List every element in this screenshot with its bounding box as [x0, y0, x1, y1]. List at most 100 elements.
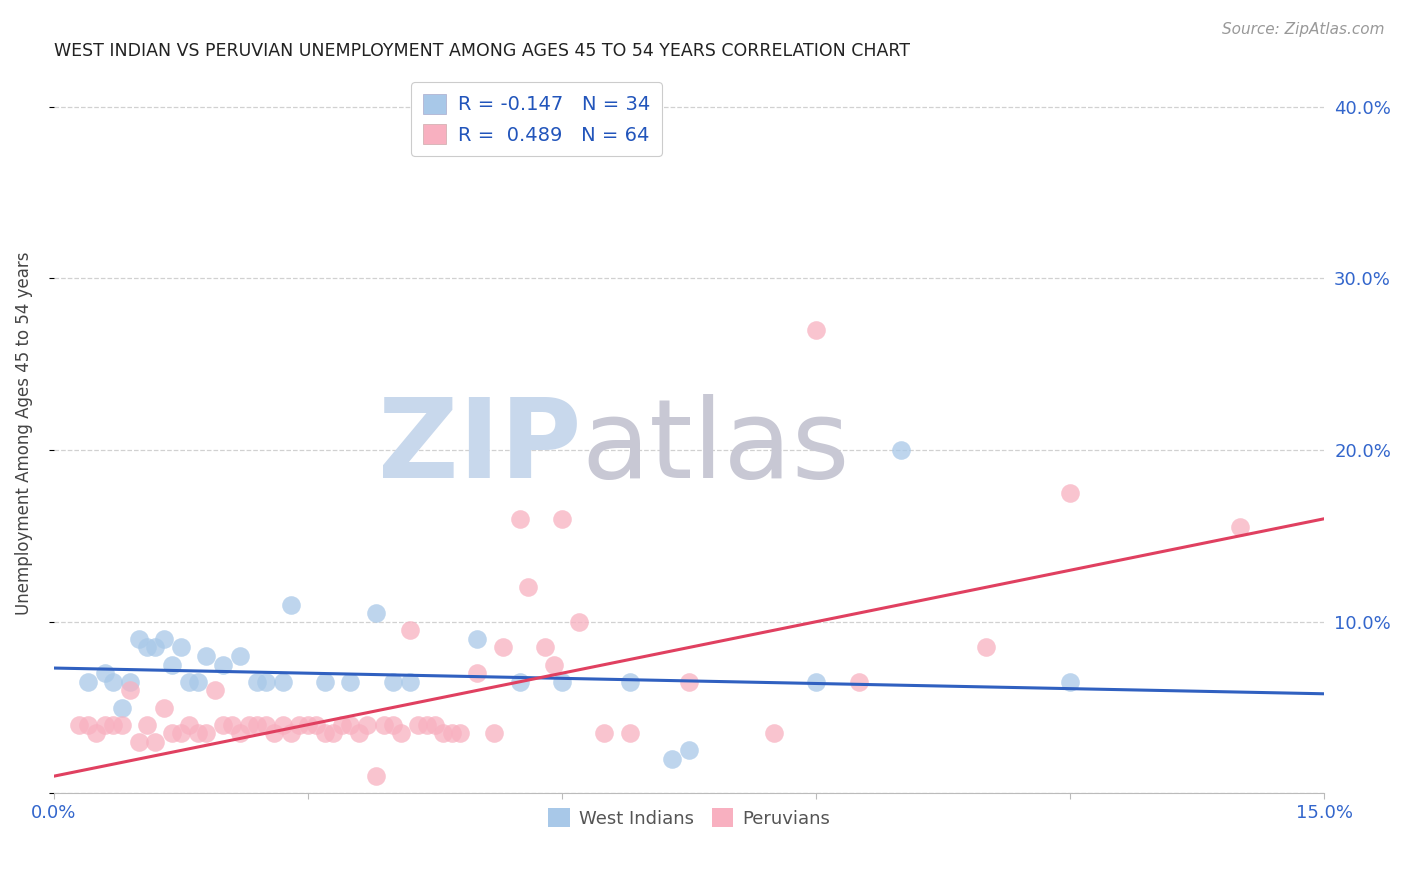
Point — [762, 726, 785, 740]
Point — [162, 726, 184, 740]
Point — [246, 674, 269, 689]
Point — [381, 674, 404, 689]
Point — [288, 717, 311, 731]
Point — [678, 674, 700, 689]
Point — [297, 717, 319, 731]
Point — [432, 726, 454, 740]
Point — [389, 726, 412, 740]
Legend: West Indians, Peruvians: West Indians, Peruvians — [541, 801, 838, 835]
Point — [101, 717, 124, 731]
Point — [93, 666, 115, 681]
Point — [415, 717, 437, 731]
Point — [254, 674, 277, 689]
Point — [314, 726, 336, 740]
Point — [120, 683, 142, 698]
Point — [804, 674, 827, 689]
Point — [339, 674, 361, 689]
Point — [467, 666, 489, 681]
Point — [492, 640, 515, 655]
Point — [1059, 486, 1081, 500]
Point — [76, 717, 98, 731]
Point — [423, 717, 446, 731]
Point — [467, 632, 489, 646]
Point — [848, 674, 870, 689]
Point — [381, 717, 404, 731]
Point — [678, 743, 700, 757]
Point — [145, 735, 167, 749]
Point — [280, 726, 302, 740]
Point — [212, 717, 235, 731]
Point — [568, 615, 591, 629]
Point — [356, 717, 378, 731]
Point — [280, 598, 302, 612]
Point — [195, 726, 218, 740]
Point — [101, 674, 124, 689]
Point — [373, 717, 395, 731]
Point — [534, 640, 557, 655]
Point — [93, 717, 115, 731]
Point — [153, 700, 176, 714]
Point — [67, 717, 90, 731]
Point — [229, 726, 252, 740]
Point — [128, 632, 150, 646]
Point — [179, 674, 201, 689]
Point — [263, 726, 285, 740]
Text: atlas: atlas — [581, 393, 849, 500]
Point — [330, 717, 353, 731]
Point — [804, 323, 827, 337]
Point — [1059, 674, 1081, 689]
Point — [398, 674, 420, 689]
Point — [619, 674, 641, 689]
Point — [974, 640, 997, 655]
Point — [1229, 520, 1251, 534]
Point — [271, 674, 294, 689]
Point — [484, 726, 506, 740]
Point — [509, 512, 531, 526]
Y-axis label: Unemployment Among Ages 45 to 54 years: Unemployment Among Ages 45 to 54 years — [15, 252, 32, 615]
Point — [195, 648, 218, 663]
Point — [271, 717, 294, 731]
Point — [543, 657, 565, 672]
Point — [84, 726, 107, 740]
Point — [440, 726, 463, 740]
Point — [593, 726, 616, 740]
Point — [619, 726, 641, 740]
Point — [212, 657, 235, 672]
Point — [221, 717, 243, 731]
Point — [187, 726, 209, 740]
Point — [76, 674, 98, 689]
Point — [551, 512, 574, 526]
Text: Source: ZipAtlas.com: Source: ZipAtlas.com — [1222, 22, 1385, 37]
Point — [398, 624, 420, 638]
Point — [347, 726, 370, 740]
Point — [170, 726, 193, 740]
Point — [110, 717, 132, 731]
Point — [120, 674, 142, 689]
Point — [246, 717, 269, 731]
Point — [136, 717, 159, 731]
Point — [364, 769, 387, 783]
Point — [305, 717, 328, 731]
Point — [890, 443, 912, 458]
Point — [110, 700, 132, 714]
Point — [517, 580, 540, 594]
Point — [204, 683, 226, 698]
Point — [136, 640, 159, 655]
Point — [661, 752, 683, 766]
Point — [254, 717, 277, 731]
Point — [153, 632, 176, 646]
Point — [406, 717, 429, 731]
Point — [179, 717, 201, 731]
Point — [187, 674, 209, 689]
Text: WEST INDIAN VS PERUVIAN UNEMPLOYMENT AMONG AGES 45 TO 54 YEARS CORRELATION CHART: WEST INDIAN VS PERUVIAN UNEMPLOYMENT AMO… — [53, 42, 910, 60]
Point — [339, 717, 361, 731]
Point — [170, 640, 193, 655]
Point — [551, 674, 574, 689]
Point — [449, 726, 471, 740]
Point — [364, 606, 387, 620]
Point — [128, 735, 150, 749]
Point — [145, 640, 167, 655]
Point — [322, 726, 344, 740]
Point — [509, 674, 531, 689]
Point — [229, 648, 252, 663]
